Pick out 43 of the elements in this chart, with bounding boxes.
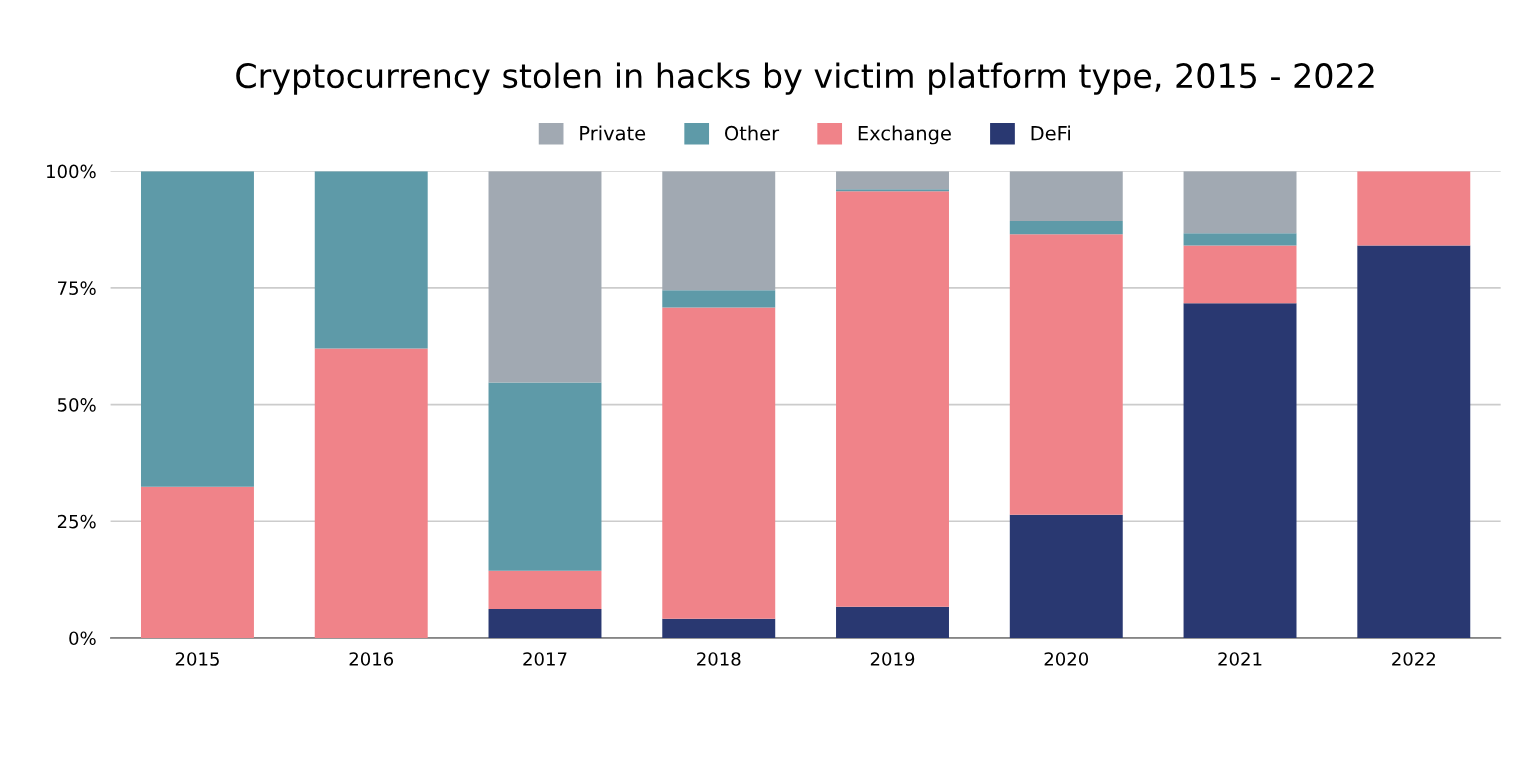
bar [662,307,776,619]
bar [662,171,776,291]
bar [314,348,428,638]
bar [1183,171,1297,234]
bar [488,171,602,383]
y-tick-label: 0% [69,631,96,646]
chart-title: Cryptocurrency stolen in hacks by victim platform type, 2015 - 2022 [236,62,1374,95]
x-tick-label: 2015 [175,652,219,666]
y-tick-label: 75% [58,281,96,295]
bar [141,486,254,638]
x-tick-label: 2018 [697,652,741,666]
bar [1009,514,1123,638]
bar [662,618,776,638]
y-tick-label: 25% [57,514,96,529]
bar [1009,234,1123,515]
bar [836,171,949,190]
x-tick-label: 2022 [1392,652,1435,666]
bar [836,606,949,638]
x-tick-label: 2019 [870,652,915,666]
bar [488,609,602,638]
bar [1009,171,1123,222]
x-tick-label: 2017 [523,652,567,666]
bar [488,382,602,571]
bar [1183,233,1297,246]
bar [1357,245,1471,638]
bar [141,171,254,487]
x-tick-label: 2021 [1218,652,1262,666]
bar [314,171,428,349]
legend-label: Other [725,125,780,141]
legend-label: Exchange [858,125,951,145]
bar [1183,245,1297,304]
legend-label: DeFi [1031,125,1070,141]
x-tick-label: 2020 [1044,652,1089,666]
x-tick-label: 2016 [349,652,394,666]
bar [1009,221,1123,235]
bar [836,191,949,607]
bar [488,570,602,610]
bar [1183,303,1297,638]
bar [662,290,776,308]
bar [1357,171,1471,246]
y-tick-label: 50% [57,398,96,412]
y-tick-label: 100% [47,164,96,179]
legend-label: Private [580,125,646,141]
